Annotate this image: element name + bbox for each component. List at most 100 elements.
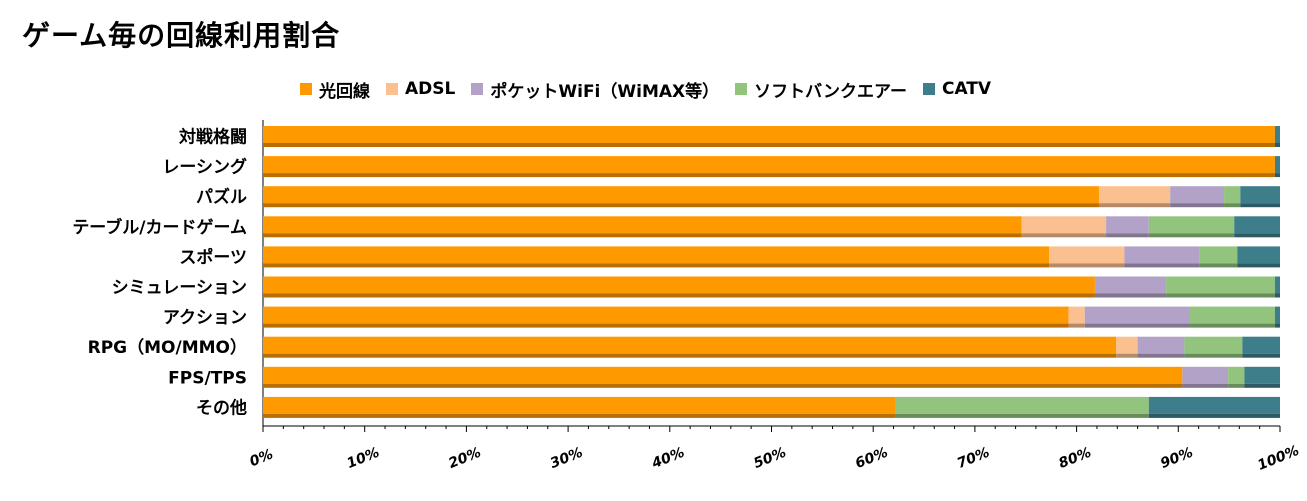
bar-segment-shadow (1242, 353, 1280, 358)
bar-segment-shadow (1184, 353, 1243, 358)
bar-segment (1148, 216, 1235, 234)
x-tick-label: 60% (853, 445, 890, 472)
bar-segment-shadow (263, 233, 1022, 238)
bar-segment-shadow (1098, 203, 1171, 208)
bar-segment-shadow (1137, 353, 1185, 358)
x-tick-label: 0% (247, 446, 275, 470)
bar-segment-shadow (1106, 233, 1149, 238)
category-label: 対戦格闘 (178, 127, 247, 148)
bar-segment (1166, 276, 1275, 294)
bar-segment-shadow (1084, 323, 1190, 328)
bar-segment (1084, 306, 1190, 324)
bar-segment-shadow (1166, 293, 1275, 298)
x-tick-label: 80% (1057, 445, 1094, 472)
bar-segment (263, 186, 1099, 204)
category-label: パズル (196, 187, 247, 208)
bar-segment (1189, 306, 1275, 324)
bar-segment-shadow (1124, 263, 1200, 268)
bar-segment (263, 276, 1095, 294)
category-label: その他 (196, 397, 247, 418)
bar-segment (263, 156, 1275, 174)
category-label: シミュレーション (112, 278, 247, 298)
bar-segment-shadow (1274, 323, 1280, 328)
x-tick-label: 30% (548, 445, 585, 472)
bar-segment (1274, 156, 1280, 174)
bar-segment (1242, 336, 1280, 354)
bar-segment-shadow (1274, 173, 1280, 178)
bar-segment (1234, 216, 1280, 234)
bar-segment-shadow (1068, 323, 1085, 328)
legend-swatch (386, 83, 398, 95)
x-tick-label: 20% (446, 445, 483, 472)
bar-segment (1049, 246, 1125, 264)
bar-segment-shadow (1049, 263, 1125, 268)
bar-segment-shadow (1240, 203, 1280, 208)
category-label: アクション (163, 308, 247, 328)
legend-label: ADSL (405, 79, 456, 99)
bar-segment (263, 246, 1050, 264)
bar-segment-shadow (1224, 203, 1241, 208)
bar-segment (1106, 216, 1149, 234)
bar-segment (1274, 126, 1280, 143)
bar-segment-shadow (263, 203, 1099, 208)
bar-segment-shadow (1199, 263, 1238, 268)
legend-label: 光回線 (319, 81, 370, 102)
legend-item: ソフトバンクエアー (735, 77, 907, 102)
legend-item: 光回線 (300, 77, 370, 102)
bar-segment (1184, 336, 1243, 354)
category-label: スポーツ (179, 247, 247, 268)
bar-segment-shadow (263, 143, 1275, 147)
category-label: RPG（MO/MMO） (88, 337, 247, 358)
bar-segment (1244, 366, 1280, 384)
legend-item: CATV (922, 79, 992, 99)
bar-segment (1274, 276, 1280, 294)
bar-segment (263, 366, 1183, 384)
chart-title: ゲーム毎の回線利用割合 (22, 19, 341, 52)
category-label: レーシング (162, 157, 247, 178)
bar-segment-shadow (1274, 293, 1280, 298)
category-label: テーブル/カードゲーム (72, 217, 247, 238)
bar-segment-shadow (1189, 323, 1275, 328)
legend-item: ADSL (386, 79, 455, 99)
bar-segment-shadow (263, 383, 1183, 388)
bar-segment-shadow (263, 263, 1050, 268)
category-label: FPS/TPS (168, 368, 247, 388)
bar-segment (263, 336, 1117, 354)
legend-label: CATV (941, 79, 992, 99)
bar-segment-shadow (1148, 233, 1235, 238)
legend-label: ソフトバンクエアー (754, 81, 907, 102)
bar-segment (1098, 186, 1171, 204)
bar-segment (1182, 366, 1229, 384)
bar-segment (1094, 276, 1167, 294)
legend-swatch (300, 83, 312, 95)
bar-segment-shadow (1274, 143, 1280, 147)
bar-segment (263, 126, 1275, 143)
bar-segment (1137, 336, 1185, 354)
bar-segment (1228, 366, 1245, 384)
legend-swatch (735, 83, 748, 95)
chart-legend: 光回線 ADSL ポケットWiFi（WiMAX等） ソフトバンクエアー CATV (300, 77, 992, 102)
bar-segment (895, 396, 1149, 414)
bar-segment-shadow (1234, 233, 1280, 238)
bar-segment-shadow (1244, 383, 1280, 388)
bar-segment-shadow (1148, 413, 1280, 418)
bar-segment-shadow (263, 323, 1069, 328)
x-tick-label: 50% (751, 445, 788, 472)
x-tick-label: 10% (345, 445, 382, 472)
legend-item: ポケットWiFi（WiMAX等） (471, 77, 719, 102)
bar-segment-shadow (263, 173, 1275, 178)
legend-swatch (471, 83, 484, 95)
bar-segment (1237, 246, 1280, 264)
bar-segment-shadow (263, 353, 1117, 358)
x-tick-label: 100% (1255, 443, 1301, 474)
x-tick-label: 90% (1158, 445, 1195, 472)
bar-segment (1068, 306, 1085, 324)
legend-label: ポケットWiFi（WiMAX等） (490, 81, 720, 102)
bar-segment-shadow (1182, 383, 1229, 388)
bar-segment-shadow (1228, 383, 1245, 388)
bar-segment (263, 216, 1022, 234)
bar-segment (1274, 306, 1280, 324)
bar-segment (1170, 186, 1225, 204)
bar-segment (1199, 246, 1238, 264)
